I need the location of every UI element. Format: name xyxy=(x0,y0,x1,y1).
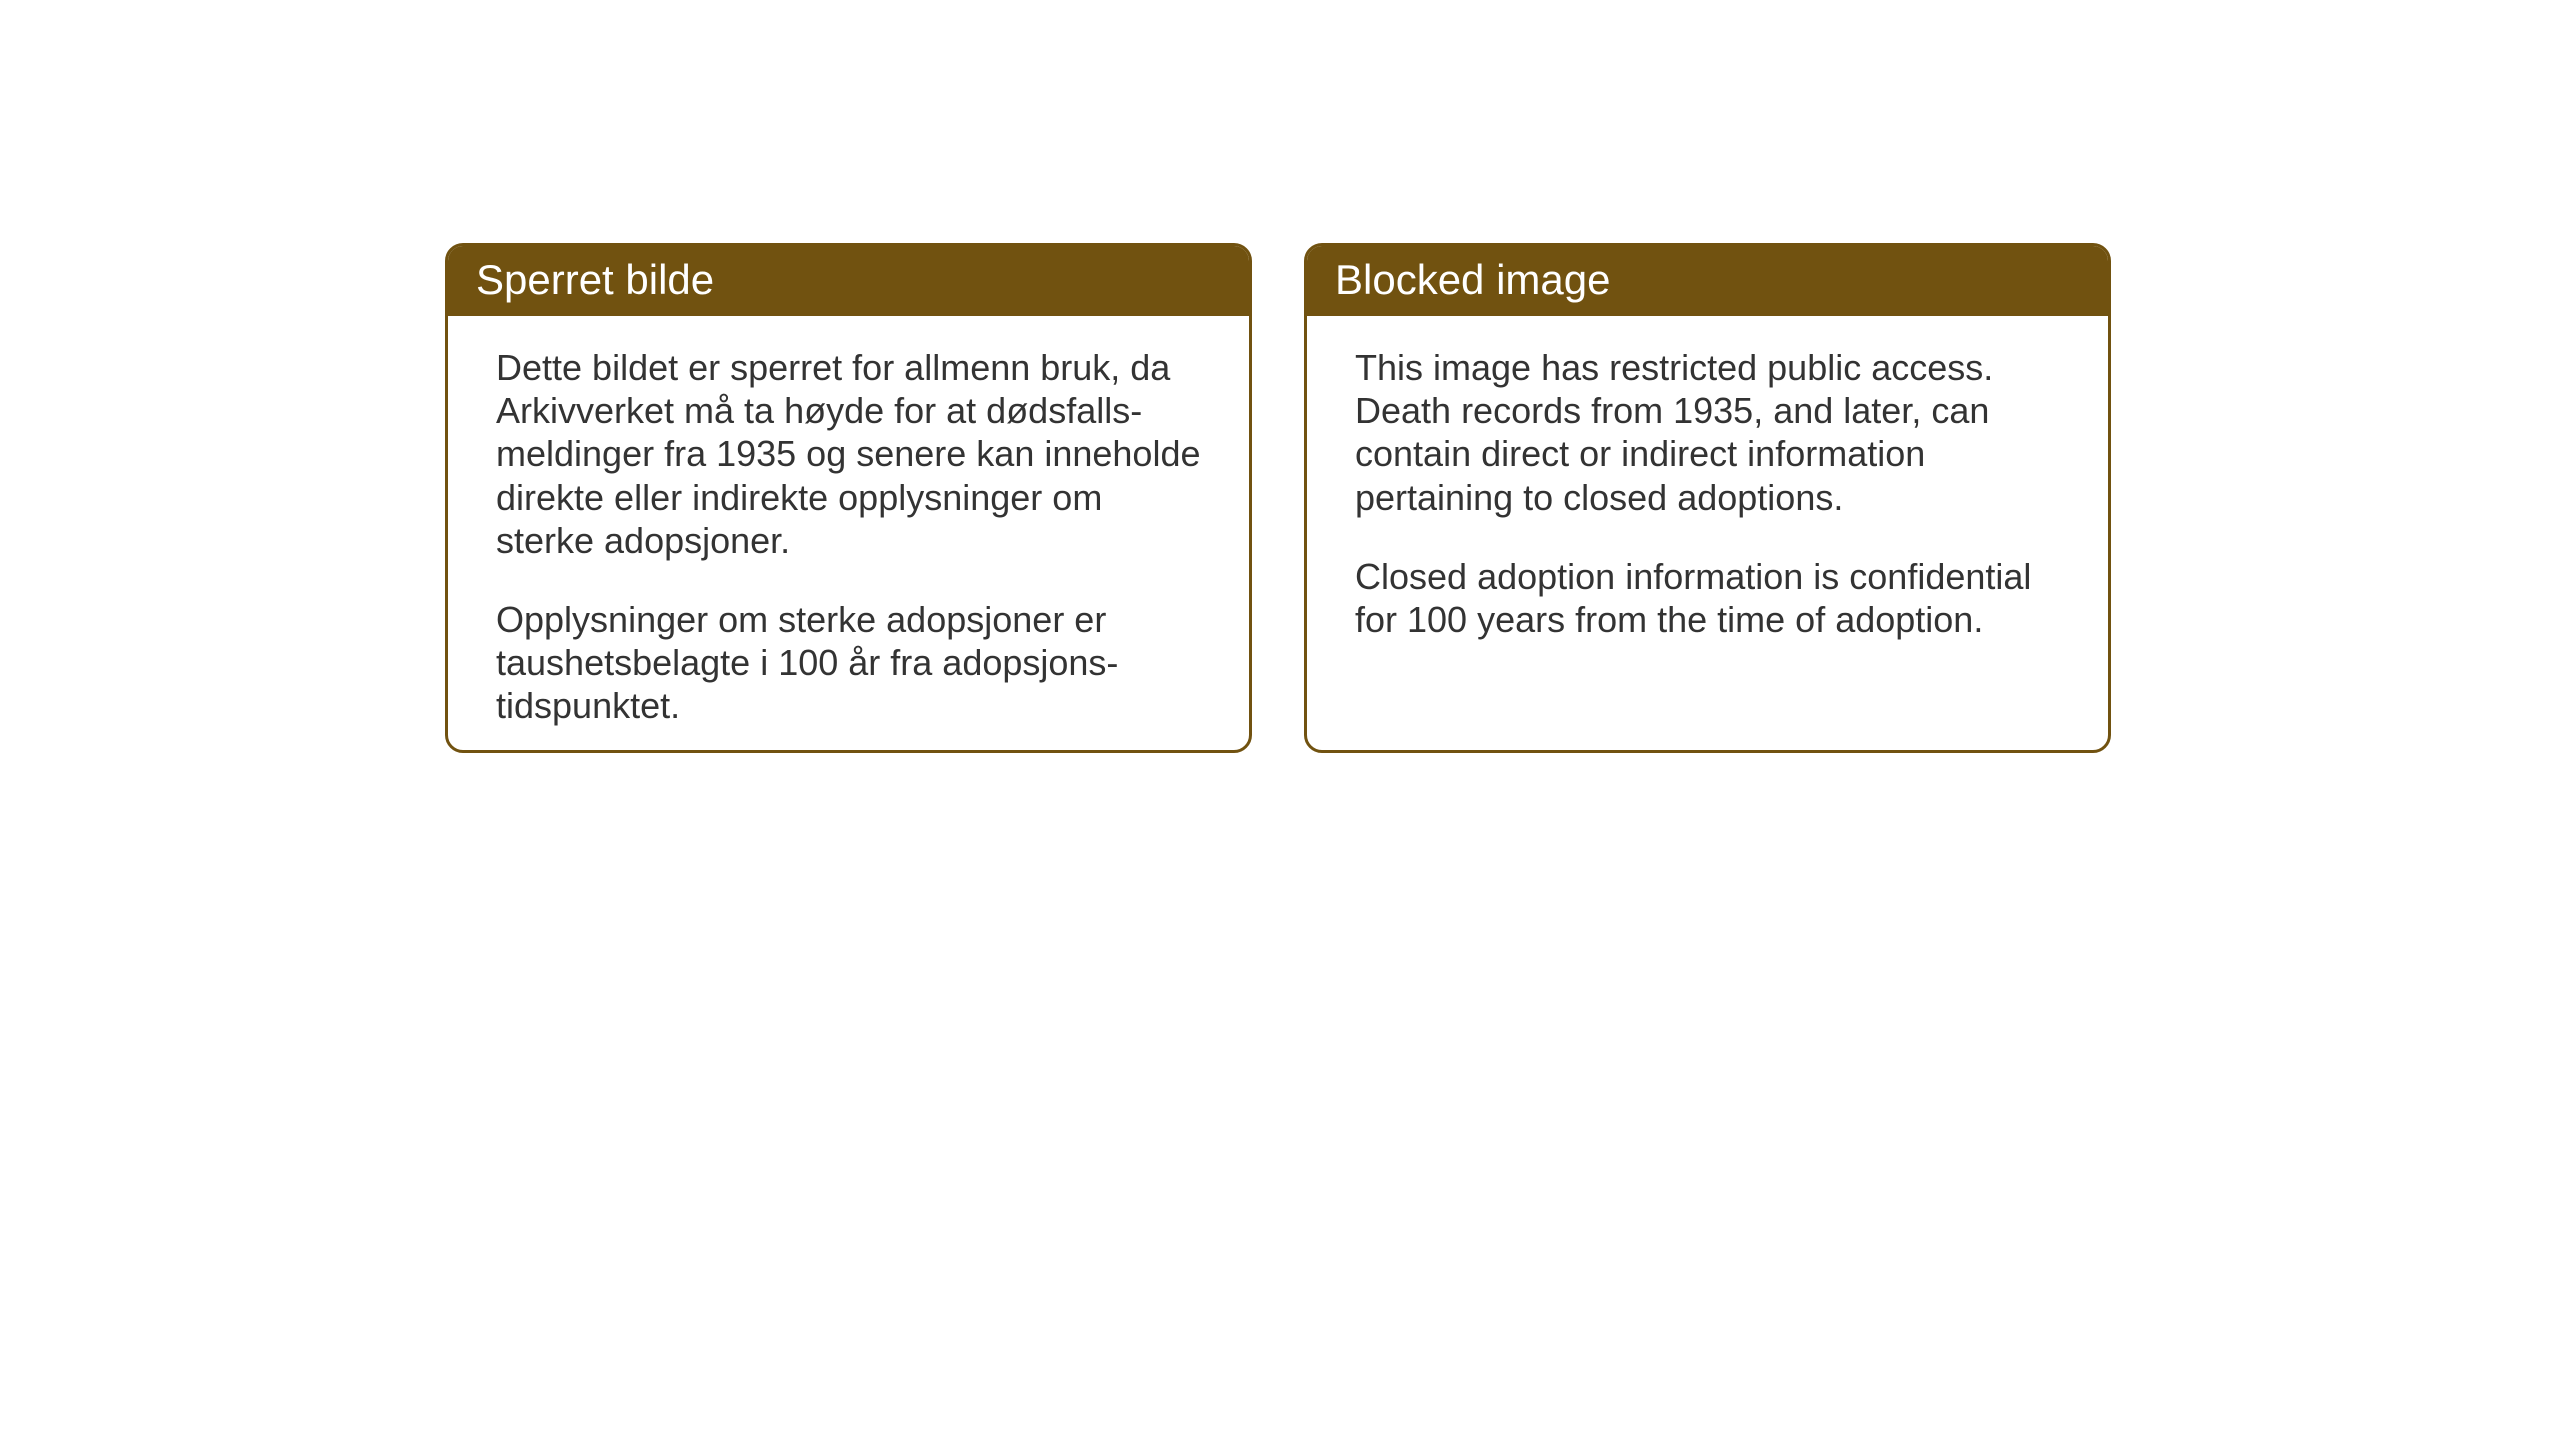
notice-paragraph: Dette bildet er sperret for allmenn bruk… xyxy=(496,346,1201,562)
notice-paragraph: Opplysninger om sterke adopsjoner er tau… xyxy=(496,598,1201,728)
notice-container: Sperret bilde Dette bildet er sperret fo… xyxy=(445,243,2111,753)
notice-header-english: Blocked image xyxy=(1307,246,2108,316)
notice-paragraph: Closed adoption information is confident… xyxy=(1355,555,2060,641)
notice-header-norwegian: Sperret bilde xyxy=(448,246,1249,316)
notice-card-english: Blocked image This image has restricted … xyxy=(1304,243,2111,753)
notice-body-english: This image has restricted public access.… xyxy=(1307,316,2108,677)
notice-body-norwegian: Dette bildet er sperret for allmenn bruk… xyxy=(448,316,1249,753)
notice-paragraph: This image has restricted public access.… xyxy=(1355,346,2060,519)
notice-card-norwegian: Sperret bilde Dette bildet er sperret fo… xyxy=(445,243,1252,753)
